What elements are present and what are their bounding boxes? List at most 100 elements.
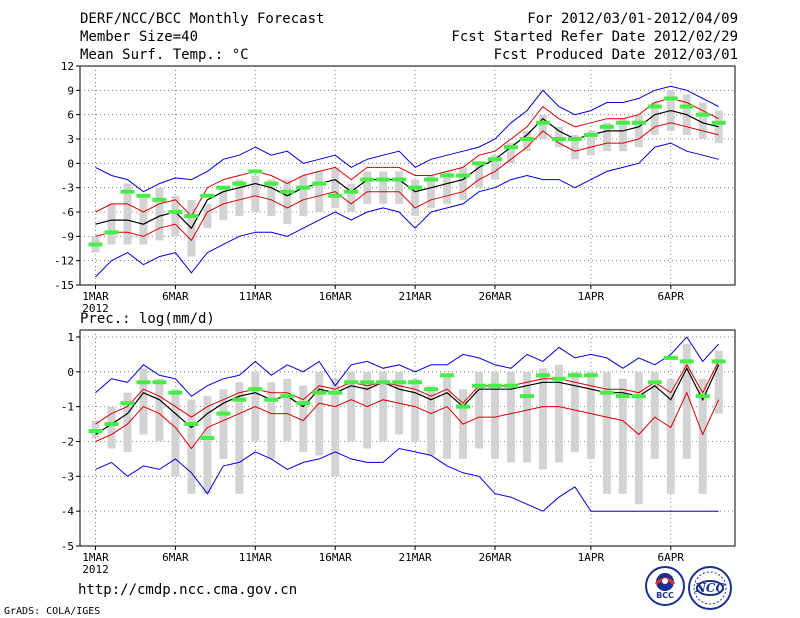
precipitation-member-bar [155,378,164,442]
temperature-observation-mark [567,137,582,141]
precipitation-member-bar [554,364,563,463]
temperature-xtick-label: 21MAR [399,290,432,303]
precipitation-observation-mark [328,390,343,395]
precipitation-year-label: 2012 [82,563,109,576]
temperature-frame [79,65,736,286]
temperature-xtick-label: 11MAR [239,290,272,303]
precipitation-member-bar [491,371,499,459]
precipitation-observation-mark [216,411,231,416]
precipitation-min-line [95,447,719,512]
temperature-member-bar [123,183,132,245]
temperature-member-bar [554,126,563,148]
precipitation-ytick-label: -1 [61,401,74,414]
temperature-member-bar [522,130,531,152]
temperature-xtick-label: 6MAR [162,290,189,303]
temperature-member-bar [459,167,468,200]
temperature-observation-mark [136,193,151,198]
temperature-member-bar [618,118,627,152]
member-size: Member Size=40 [80,29,199,45]
temperature-observation-mark [264,181,279,186]
temperature-mean-line [95,109,719,230]
temperature-ytick-label: -3 [61,182,74,195]
precipitation-member-bar [315,371,324,456]
precipitation-member-bar [506,371,515,463]
temperature-observation-mark [184,214,199,219]
temperature-min-line [95,142,719,278]
precipitation-member-bar [171,389,180,477]
temperature-observation-mark [711,120,726,125]
precipitation-observation-mark [248,387,263,392]
precipitation-plus-spread-line [95,361,720,425]
temperature-observation-mark [200,193,215,198]
precipitation-ytick-label: 0 [67,366,74,379]
temperature-observation-mark [216,185,231,190]
footer-url[interactable]: http://cmdp.ncc.cma.gov.cn [78,582,298,598]
precipitation-member-bar [650,371,659,459]
temperature-member-bar [235,179,244,217]
precipitation-observation-mark [392,380,407,385]
temperature-observation-mark [440,173,455,178]
temperature-observation-mark [663,96,678,101]
precipitation-observation-mark [264,397,279,402]
precipitation-observation-mark [631,394,646,399]
temperature-member-bar [251,175,260,212]
precipitation-observation-mark [472,383,487,388]
temperature-observation-mark [168,210,183,214]
temperature-observation-mark [152,197,167,202]
temperature-observation-mark [88,242,103,247]
produced-date: Fcst Produced Date 2012/03/01 [493,47,738,63]
temperature-member-bar [427,175,436,208]
precipitation-member-bar [411,378,420,442]
temperature-member-bar [107,203,116,245]
precip-variable-label: Prec.: log(mm/d) [80,311,215,327]
precipitation-member-bar [123,392,132,452]
precipitation-observation-mark [360,380,375,385]
precipitation-observation-mark [711,359,726,364]
temperature-xtick-label: 26MAR [478,290,511,303]
chart-title: DERF/NCC/BCC Monthly Forecast [80,11,325,27]
temperature-observation-mark [599,124,614,129]
precipitation-member-bar [475,371,484,449]
temperature-ytick-label: 9 [67,84,74,97]
temperature-panel: 12 9 6 3 0 -3 -6 -9 -12 -15 1MAR 6MAR 11MAR 16MAR 21MA… [54,60,736,315]
precipitation-member-bar [570,371,579,452]
precipitation-member-bar [538,368,547,470]
precipitation-xtick-label: 1APR [578,551,605,564]
temperature-observation-mark [408,185,423,190]
temperature-ytick-label: 0 [67,157,74,170]
precipitation-member-bar [235,382,244,494]
precipitation-minus-spread-line [95,391,720,450]
variable-label: Mean Surf. Temp.: °C [80,47,249,63]
precipitation-member-bar [363,371,372,449]
precipitation-observation-mark [551,376,566,381]
precipitation-member-bar [682,343,691,459]
precipitation-member-bar [602,371,611,494]
precipitation-observation-mark [535,373,550,378]
temperature-member-bar [491,155,499,180]
precipitation-member-bar [586,371,595,459]
temperature-observation-mark [472,161,487,166]
temperature-observation-mark [519,137,534,141]
precipitation-observation-mark [88,429,103,434]
precipitation-member-bar [666,378,675,494]
temperature-member-bar [363,171,372,204]
precipitation-observation-mark [488,383,502,388]
temperature-observation-mark [535,120,550,125]
temperature-member-bar [586,130,595,156]
precipitation-observation-mark [408,380,423,385]
temperature-member-bar [650,102,659,135]
precipitation-observation-mark [567,373,582,378]
precipitation-member-bar [347,371,356,442]
temperature-observation-mark [503,145,518,150]
precipitation-max-line [95,336,720,397]
temperature-member-bar [602,122,611,152]
temperature-member-bar [315,171,324,212]
precipitation-observation-mark [376,380,391,385]
ncc-logo-text: NCC [694,581,726,595]
temperature-xtick-label: 1APR [578,290,605,303]
temperature-observation-mark [328,193,343,198]
precipitation-observation-mark [663,355,678,360]
precipitation-xtick-label: 1MAR [82,551,109,564]
precipitation-observation-mark [440,373,455,378]
